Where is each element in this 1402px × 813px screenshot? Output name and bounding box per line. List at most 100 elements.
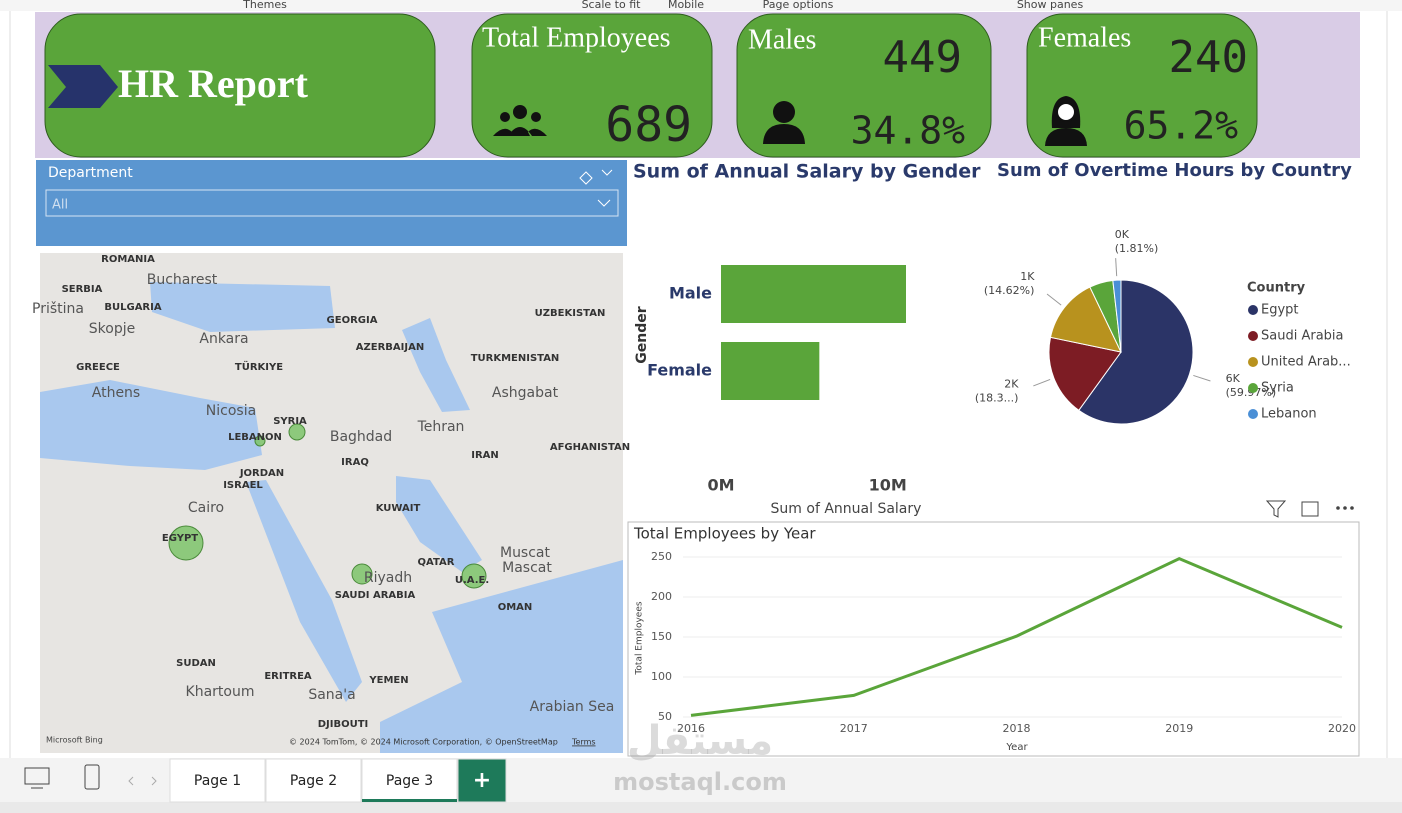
dropdown-arrow [597, 199, 611, 207]
x-tick-label: 2020 [1328, 722, 1356, 735]
legend-swatch [1248, 409, 1258, 419]
legend-swatch [1248, 331, 1258, 341]
page-tab-label: Page 1 [194, 773, 241, 789]
map-label: Priština [32, 301, 84, 317]
people-icon [493, 105, 547, 136]
kpi-value: 240 [1169, 32, 1248, 83]
kpi-label: Females [1038, 22, 1131, 53]
chart-title: Total Employees by Year [633, 525, 816, 543]
map-label: Tehran [417, 419, 465, 435]
page-tab[interactable] [457, 758, 507, 803]
view-icons[interactable] [24, 764, 157, 790]
map-terms[interactable]: Terms [571, 738, 596, 747]
kpi-label: Males [748, 24, 816, 55]
map-label: Bucharest [147, 272, 218, 288]
slicer [36, 160, 627, 246]
map-bubbles [168, 423, 487, 589]
leader-line [1115, 258, 1118, 277]
legend-swatch [1248, 383, 1258, 393]
slicer-icons[interactable] [579, 169, 613, 185]
map-label: OMAN [498, 602, 533, 613]
pie-slice [1048, 336, 1122, 412]
map-label: U.A.E. [455, 575, 489, 586]
visual-header-icons[interactable] [1265, 500, 1354, 518]
map-label: SUDAN [176, 658, 216, 669]
legend-label: Saudi Arabia [1261, 329, 1344, 344]
kpi-card[interactable] [736, 13, 992, 158]
map-label: SAUDI ARABIA [335, 590, 416, 601]
status-bar [0, 802, 1402, 813]
toolbar-label: Show panes [1017, 0, 1084, 11]
slicer-label: Department [48, 165, 133, 181]
page-tab[interactable] [361, 758, 458, 803]
kpi-value: 449 [883, 32, 962, 83]
slicer-selection: All [52, 198, 68, 213]
map-label: BULGARIA [104, 302, 161, 313]
map-logo: Microsoft Bing [46, 736, 103, 745]
map-label: IRAN [471, 450, 499, 461]
map-label: Khartoum [186, 684, 255, 700]
map-label: Ankara [199, 331, 248, 347]
legend-swatch [1248, 305, 1258, 315]
toolbar [0, 0, 1402, 11]
x-tick-label: 2019 [1165, 722, 1193, 735]
map-label: ROMANIA [101, 254, 155, 265]
map-label: Cairo [188, 500, 224, 516]
visual-border [627, 521, 1360, 757]
toolbar-label: Mobile [668, 0, 704, 11]
page-tab[interactable] [169, 758, 266, 803]
map-label: Athens [92, 385, 140, 401]
chart-title: Sum of Overtime Hours by Country [997, 160, 1352, 181]
map-label: AZERBAIJAN [356, 342, 424, 353]
map-label: Mascat [502, 560, 552, 576]
map-label: GREECE [76, 362, 120, 373]
y-tick-label: Male [669, 284, 712, 303]
map-label: Arabian Sea [530, 699, 615, 715]
legend-title: Country [1247, 281, 1306, 296]
toolbar-label: Scale to fit [582, 0, 642, 11]
map-label: IRAQ [341, 457, 369, 468]
y-tick-label: 100 [651, 670, 672, 683]
report-title: HR Report [118, 61, 309, 106]
kpi-value: 689 [605, 97, 692, 153]
data-label: 0K (1.81%) [1115, 228, 1159, 255]
pie-slice [1112, 279, 1122, 353]
legend-swatch [1248, 357, 1258, 367]
y-axis-title: Total Employees [635, 601, 645, 675]
y-tick-label: 50 [658, 710, 672, 723]
legend-label: United Arab... [1261, 355, 1351, 370]
water [40, 282, 623, 753]
map-label: AFGHANISTAN [550, 442, 630, 453]
page-tab-label: Page 3 [386, 773, 433, 789]
leader-line [1033, 378, 1051, 387]
map-label: Riyadh [364, 570, 412, 586]
y-tick-label: 150 [651, 630, 672, 643]
x-tick-label: 0M [707, 476, 734, 495]
data-label: 1K (14.62%) [984, 270, 1035, 297]
page-tab-label: + [473, 768, 491, 793]
kpi-percent: 34.8% [851, 109, 966, 153]
data-label: 2K (18.3...) [975, 378, 1019, 405]
map-label: KUWAIT [376, 503, 421, 514]
map-label: Sana'a [308, 687, 355, 703]
kpi-card[interactable] [1026, 13, 1258, 158]
kpi-card[interactable] [471, 13, 713, 158]
map-label: UZBEKISTAN [535, 308, 606, 319]
y-tick-label: 250 [651, 550, 672, 563]
bar [721, 265, 906, 323]
kpi-label: Total Employees [482, 22, 671, 53]
map-label: EGYPT [162, 533, 198, 544]
x-tick-label: 2017 [840, 722, 868, 735]
slicer-dropdown[interactable] [45, 189, 619, 217]
x-tick-label: 2016 [677, 722, 705, 735]
map-label: Ashgabat [492, 385, 559, 401]
x-axis-title: Sum of Annual Salary [771, 501, 922, 517]
pie-slice [1049, 286, 1122, 353]
page-tab[interactable] [265, 758, 362, 803]
map-label: TURKMENISTAN [471, 353, 560, 364]
chevron-icon [48, 65, 118, 108]
legend-label: Egypt [1261, 303, 1299, 318]
chart-title: Sum of Annual Salary by Gender [633, 161, 981, 183]
